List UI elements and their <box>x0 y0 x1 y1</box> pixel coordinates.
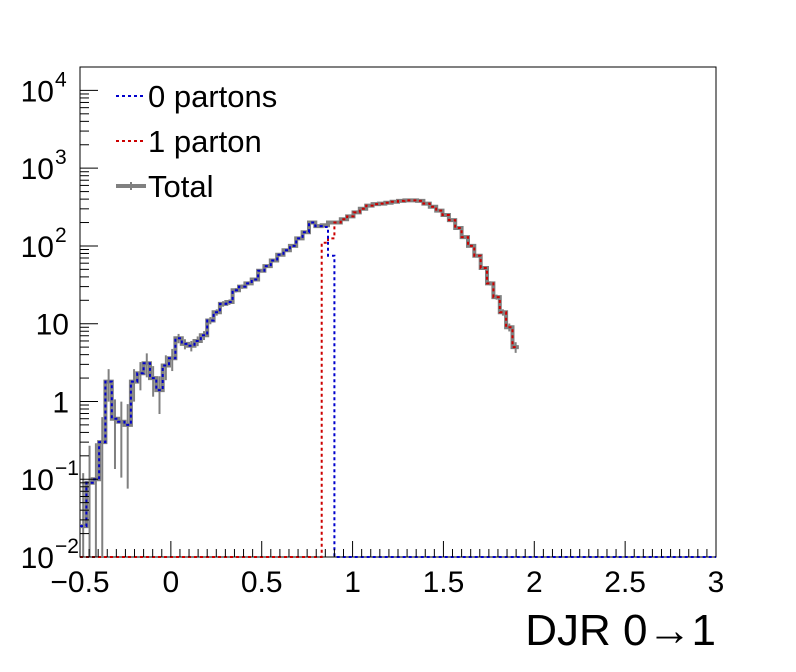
x-tick-label: 3 <box>708 566 725 599</box>
series-line-0-partons <box>80 221 716 558</box>
x-tick-label: 2 <box>526 566 543 599</box>
y-tick-label: 10 −2 <box>21 535 79 575</box>
y-tick-label: 10 −1 <box>21 457 79 497</box>
y-tick-label: 10 3 <box>21 146 67 186</box>
x-tick-label: −0.5 <box>50 566 109 599</box>
y-tick-exponent: 2 <box>55 224 67 247</box>
y-tick-exponent: −2 <box>55 535 79 558</box>
y-tick-base: 10 <box>21 542 54 575</box>
y-tick-base: 10 <box>36 309 69 342</box>
legend-label-1: 1 parton <box>148 124 262 159</box>
y-tick-label: 10 4 <box>21 68 67 108</box>
legend-label-2: Total <box>148 169 213 204</box>
legend: 0 partons 1 parton Total <box>116 79 277 204</box>
x-tick-label: 2.5 <box>604 566 646 599</box>
x-tick-label: 0.5 <box>241 566 283 599</box>
y-tick-label: 10 2 <box>21 224 67 264</box>
x-tick-label: 1.5 <box>423 566 465 599</box>
series-line-1-parton <box>80 199 519 558</box>
legend-label-0: 0 partons <box>148 79 277 114</box>
x-tick-label: 1 <box>344 566 361 599</box>
y-tick-base: 10 <box>21 75 54 108</box>
series-layer <box>80 198 716 558</box>
y-tick-label: 10 <box>36 309 69 342</box>
y-tick-base: 10 <box>21 231 54 264</box>
y-tick-exponent: −1 <box>55 457 79 480</box>
y-tick-exponent: 3 <box>55 146 67 169</box>
y-tick-base: 10 <box>21 464 54 497</box>
x-axis-title: DJR 0→1 <box>525 606 716 655</box>
y-tick-exponent: 4 <box>55 68 67 91</box>
x-tick-label: 0 <box>163 566 180 599</box>
y-tick-label: 1 <box>52 386 69 419</box>
y-tick-base: 10 <box>21 153 54 186</box>
y-tick-base: 1 <box>52 386 69 419</box>
